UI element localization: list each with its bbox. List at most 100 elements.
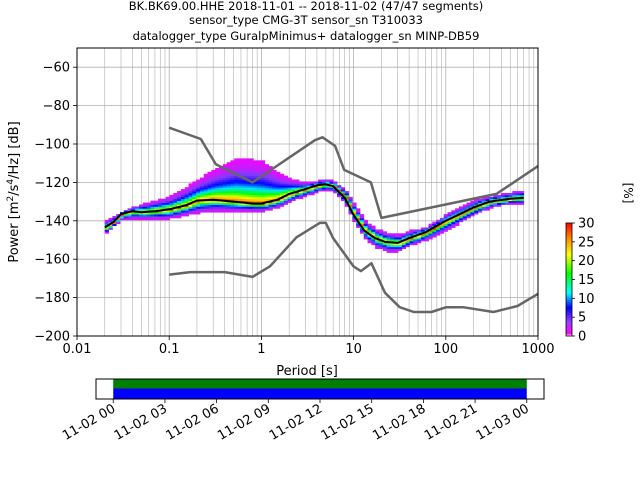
psd-cell xyxy=(219,175,224,178)
psd-cell xyxy=(378,231,384,234)
psd-cell xyxy=(245,194,250,198)
psd-cell xyxy=(401,246,407,250)
psd-cell xyxy=(424,239,429,242)
psd-cell xyxy=(299,192,304,196)
psd-cell xyxy=(367,235,372,238)
psd-cell xyxy=(378,233,384,236)
psd-cell xyxy=(230,185,235,188)
psd-cell xyxy=(371,233,376,236)
psd-cell xyxy=(249,171,254,175)
psd-cell xyxy=(375,233,380,236)
psd-cell xyxy=(458,216,464,219)
psd-cell xyxy=(196,208,201,211)
psd-cell xyxy=(238,181,243,184)
psd-cell xyxy=(516,191,521,194)
psd-cell xyxy=(215,175,220,178)
psd-cell xyxy=(192,189,197,192)
psd-cell xyxy=(295,181,300,184)
psd-cell xyxy=(325,187,330,190)
psd-cell xyxy=(245,166,250,169)
psd-cell xyxy=(226,162,231,165)
psd-cell xyxy=(234,210,239,213)
psd-cell xyxy=(382,237,388,240)
psd-cell xyxy=(428,237,433,240)
psd-cell xyxy=(119,214,125,217)
psd-cell xyxy=(196,210,201,213)
psd-cell xyxy=(470,214,475,217)
psd-cell xyxy=(405,231,410,234)
psd-cell xyxy=(340,196,346,200)
psd-cell xyxy=(211,204,216,207)
psd-cell xyxy=(287,179,292,182)
psd-cell xyxy=(211,185,216,188)
psd-cell xyxy=(238,158,243,161)
psd-cell xyxy=(127,212,132,215)
psd-cell xyxy=(489,204,494,207)
psd-cell xyxy=(424,227,429,230)
psd-cell xyxy=(139,206,144,209)
psd-cell xyxy=(257,194,262,198)
psd-cell xyxy=(199,202,205,205)
psd-cell xyxy=(363,221,368,225)
psd-cell xyxy=(329,181,334,184)
psd-cell xyxy=(420,227,426,230)
psd-cell xyxy=(417,240,422,244)
psd-plot: 0.01 0.1 1 10 100 1000 −200 −180 −160 −140 −120 −1… xyxy=(6,47,555,379)
psd-cell xyxy=(314,191,319,194)
psd-cell xyxy=(169,196,174,200)
psd-cell xyxy=(264,196,269,200)
psd-cell xyxy=(432,229,437,232)
psd-cell xyxy=(161,216,167,219)
psd-cell xyxy=(443,229,448,232)
psd-cell xyxy=(447,219,452,223)
psd-cell xyxy=(264,168,269,171)
psd-cell xyxy=(455,216,460,219)
psd-cell xyxy=(371,239,376,242)
psd-cell xyxy=(405,244,410,248)
psd-cell xyxy=(386,242,391,246)
psd-cell xyxy=(310,181,315,184)
psd-cell xyxy=(173,198,178,202)
psd-cell xyxy=(253,162,258,165)
psd-cell xyxy=(375,229,380,232)
psd-cell xyxy=(478,208,483,211)
psd-cell xyxy=(264,187,269,190)
psd-cell xyxy=(306,192,311,196)
psd-cell xyxy=(260,168,266,171)
psd-cell xyxy=(367,223,372,226)
psd-cell xyxy=(215,173,220,177)
psd-cell xyxy=(241,192,247,196)
psd-cell xyxy=(519,194,525,198)
psd-cell xyxy=(196,185,201,188)
psd-cell xyxy=(131,217,136,221)
psd-cell xyxy=(283,181,288,184)
psd-cell xyxy=(458,206,464,209)
psd-cell xyxy=(245,168,250,171)
psd-cell xyxy=(401,242,407,246)
psd-cell xyxy=(283,177,288,180)
psd-cell xyxy=(443,214,448,217)
psd-cell xyxy=(508,192,513,196)
psd-cell xyxy=(512,200,517,203)
psd-cell xyxy=(356,214,361,217)
psd-cell xyxy=(230,175,235,178)
psd-cell xyxy=(238,183,243,186)
psd-cell xyxy=(337,192,342,196)
psd-cell xyxy=(512,194,517,198)
psd-cell xyxy=(203,173,208,177)
psd-cell xyxy=(180,196,186,200)
y-tick-label: −200 xyxy=(34,330,70,345)
psd-cell xyxy=(310,187,315,190)
psd-cell xyxy=(196,194,201,198)
psd-cell xyxy=(276,192,281,196)
psd-cell xyxy=(188,187,193,190)
psd-cell xyxy=(177,191,182,194)
psd-cell xyxy=(276,175,281,178)
psd-cell xyxy=(207,210,212,213)
psd-cell xyxy=(196,200,201,203)
psd-cell xyxy=(352,206,357,209)
psd-cell xyxy=(238,192,243,196)
psd-cell xyxy=(199,200,205,203)
psd-cell xyxy=(230,179,235,182)
